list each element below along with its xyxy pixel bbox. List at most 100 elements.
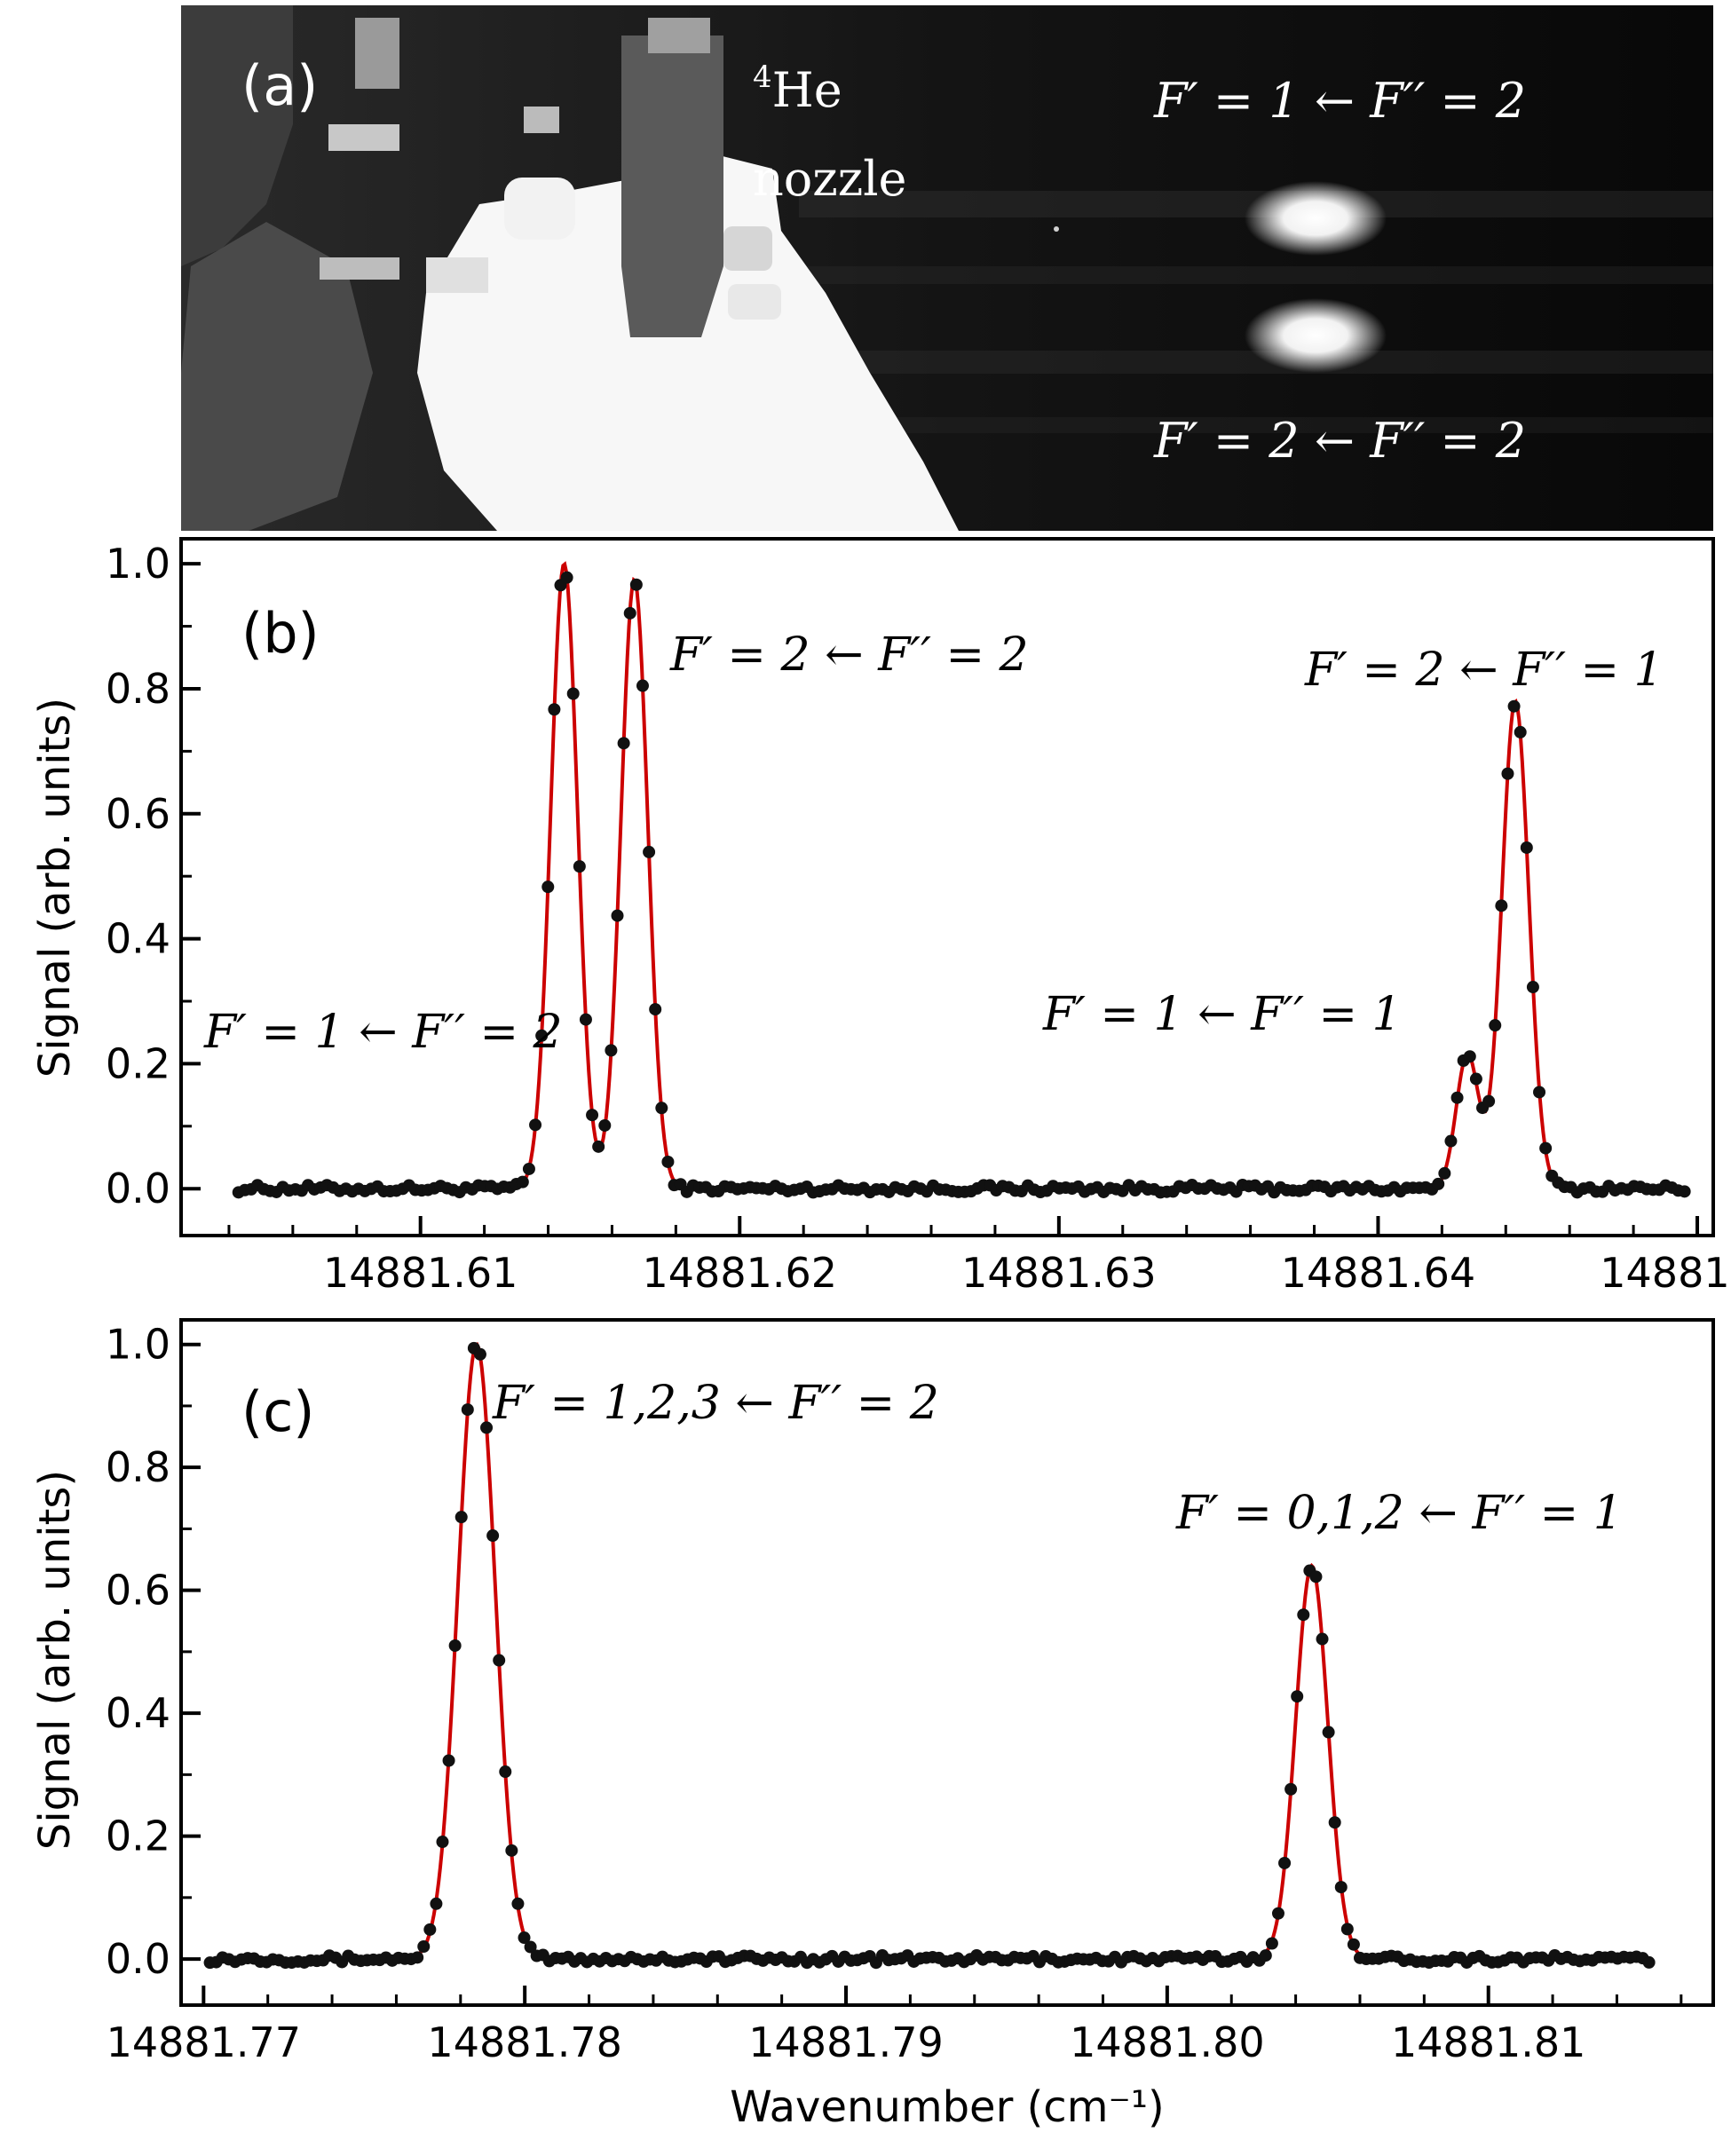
photo-panel [181, 5, 1713, 531]
data-point-190 [1432, 1177, 1445, 1190]
data-point-169 [1265, 1937, 1278, 1950]
y-tick-label-1: 0.2 [106, 1812, 170, 1860]
data-point-46 [493, 1654, 506, 1667]
data-point-174 [1297, 1608, 1310, 1622]
data-point-191 [1438, 1166, 1451, 1180]
annotation-b-f1-f1: F′ = 1 ← F′′ = 1 [1042, 988, 1402, 1041]
nozzle-superscript: 4 [753, 59, 772, 95]
data-point-177 [1316, 1632, 1329, 1646]
data-point-49 [511, 1897, 525, 1910]
data-point-171 [1278, 1856, 1292, 1869]
x-tick-label-0: 14881.61 [323, 1249, 518, 1297]
data-point-56 [586, 1109, 599, 1122]
data-point-196 [1469, 1072, 1482, 1086]
y-tick-label-4: 0.8 [106, 665, 170, 713]
data-point-38 [442, 1754, 455, 1767]
x-axis-label-c: Wavenumber (cm⁻¹) [730, 2082, 1165, 2132]
y-tick-label-1: 0.2 [106, 1039, 170, 1087]
data-point-192 [1444, 1134, 1458, 1148]
data-point-57 [592, 1140, 605, 1153]
data-point-45 [486, 1529, 500, 1543]
data-point-55 [579, 1013, 592, 1026]
x-tick-label-3: 14881.64 [1281, 1249, 1476, 1297]
spot-label-upper: F′ = 1 ← F′′ = 2 [1153, 73, 1526, 129]
data-point-198 [1482, 1094, 1496, 1108]
y-tick-label-0: 0.0 [106, 1165, 170, 1212]
x-tick-label-0: 14881.77 [107, 2018, 302, 2066]
data-point-45 [516, 1175, 529, 1189]
photo-panel-label: (a) [241, 53, 318, 118]
y-tick-label-4: 0.8 [106, 1443, 170, 1491]
plot-frame-b [179, 537, 1715, 1237]
data-point-205 [1526, 981, 1539, 994]
data-point-50 [518, 1931, 531, 1945]
spot-label-lower: F′ = 2 ← F′′ = 2 [1153, 413, 1526, 469]
data-point-33 [411, 1951, 424, 1964]
x-tick-label-2: 14881.79 [748, 2018, 944, 2066]
data-point-50 [548, 703, 561, 716]
data-points-c [203, 1341, 1656, 1970]
data-point-43 [473, 1347, 486, 1361]
data-point-61 [617, 737, 630, 750]
y-tick-label-5: 1.0 [106, 1321, 170, 1369]
nozzle-label-line1: 4He [753, 59, 842, 118]
data-point-62 [623, 606, 636, 620]
data-point-178 [1322, 1726, 1335, 1739]
data-point-173 [1291, 1690, 1304, 1703]
data-point-182 [1347, 1938, 1360, 1951]
data-point-206 [1533, 1086, 1546, 1099]
fit-curve-c [209, 1341, 1649, 1962]
data-point-54 [573, 860, 586, 873]
x-tick-label-4: 14881.65 [1600, 1249, 1731, 1297]
x-tick-label-2: 14881.63 [961, 1249, 1157, 1297]
speck [1054, 226, 1059, 232]
data-point-47 [499, 1765, 512, 1779]
apparatus [181, 5, 959, 531]
chart-panel-b: 0.0 0.2 0.4 0.6 0.8 1.0 14881.61 14881.62 14881.… [30, 537, 1731, 1297]
data-point-204 [1520, 841, 1533, 854]
data-point-53 [566, 687, 580, 700]
data-point-35 [423, 1923, 437, 1936]
data-point-40 [454, 1511, 468, 1524]
panel-label-c: (c) [241, 1379, 314, 1444]
x-tick-label-4: 14881.81 [1391, 2018, 1586, 2066]
data-point-60 [611, 909, 624, 922]
data-point-176 [1309, 1570, 1323, 1583]
data-point-64 [636, 679, 649, 692]
data-point-65 [643, 845, 656, 858]
data-point-41 [461, 1403, 474, 1417]
data-point-47 [529, 1118, 542, 1132]
data-point-49 [541, 881, 555, 894]
data-point-181 [1340, 1923, 1354, 1936]
data-point-203 [1514, 725, 1527, 738]
data-point-59 [605, 1044, 618, 1057]
annotation-c-f123-f2: F′ = 1,2,3 ← F′′ = 2 [492, 1377, 939, 1430]
data-point-207 [1539, 1141, 1553, 1155]
data-point-39 [448, 1639, 462, 1652]
data-point-179 [1328, 1816, 1341, 1829]
y-tick-label-5: 1.0 [106, 540, 170, 588]
y-tick-label-3: 0.6 [106, 1567, 170, 1615]
data-point-168 [1259, 1949, 1272, 1963]
data-point-200 [1495, 899, 1508, 912]
annotation-b-f2-f2: F′ = 2 ← F′′ = 2 [669, 628, 1029, 682]
y-tick-label-3: 0.6 [106, 790, 170, 838]
y-tick-label-2: 0.4 [106, 1689, 170, 1737]
data-point-48 [535, 1029, 549, 1042]
data-point-58 [598, 1118, 612, 1132]
data-point-195 [1463, 1050, 1476, 1063]
annotation-b-f1-f2: F′ = 1 ← F′′ = 2 [203, 1006, 563, 1059]
data-point-36 [430, 1897, 443, 1910]
data-point-63 [629, 578, 643, 591]
axes-ticks-b: 0.0 0.2 0.4 0.6 0.8 1.0 14881.61 14881.62 14881.… [106, 540, 1731, 1297]
data-point-199 [1489, 1019, 1502, 1032]
fit-line [209, 1341, 1649, 1962]
data-point-229 [1678, 1185, 1691, 1198]
data-point-172 [1284, 1782, 1298, 1796]
data-point-34 [417, 1940, 431, 1954]
y-tick-label-2: 0.4 [106, 915, 170, 963]
data-point-52 [560, 571, 573, 584]
data-point-67 [655, 1102, 668, 1115]
data-point-193 [1450, 1091, 1464, 1104]
